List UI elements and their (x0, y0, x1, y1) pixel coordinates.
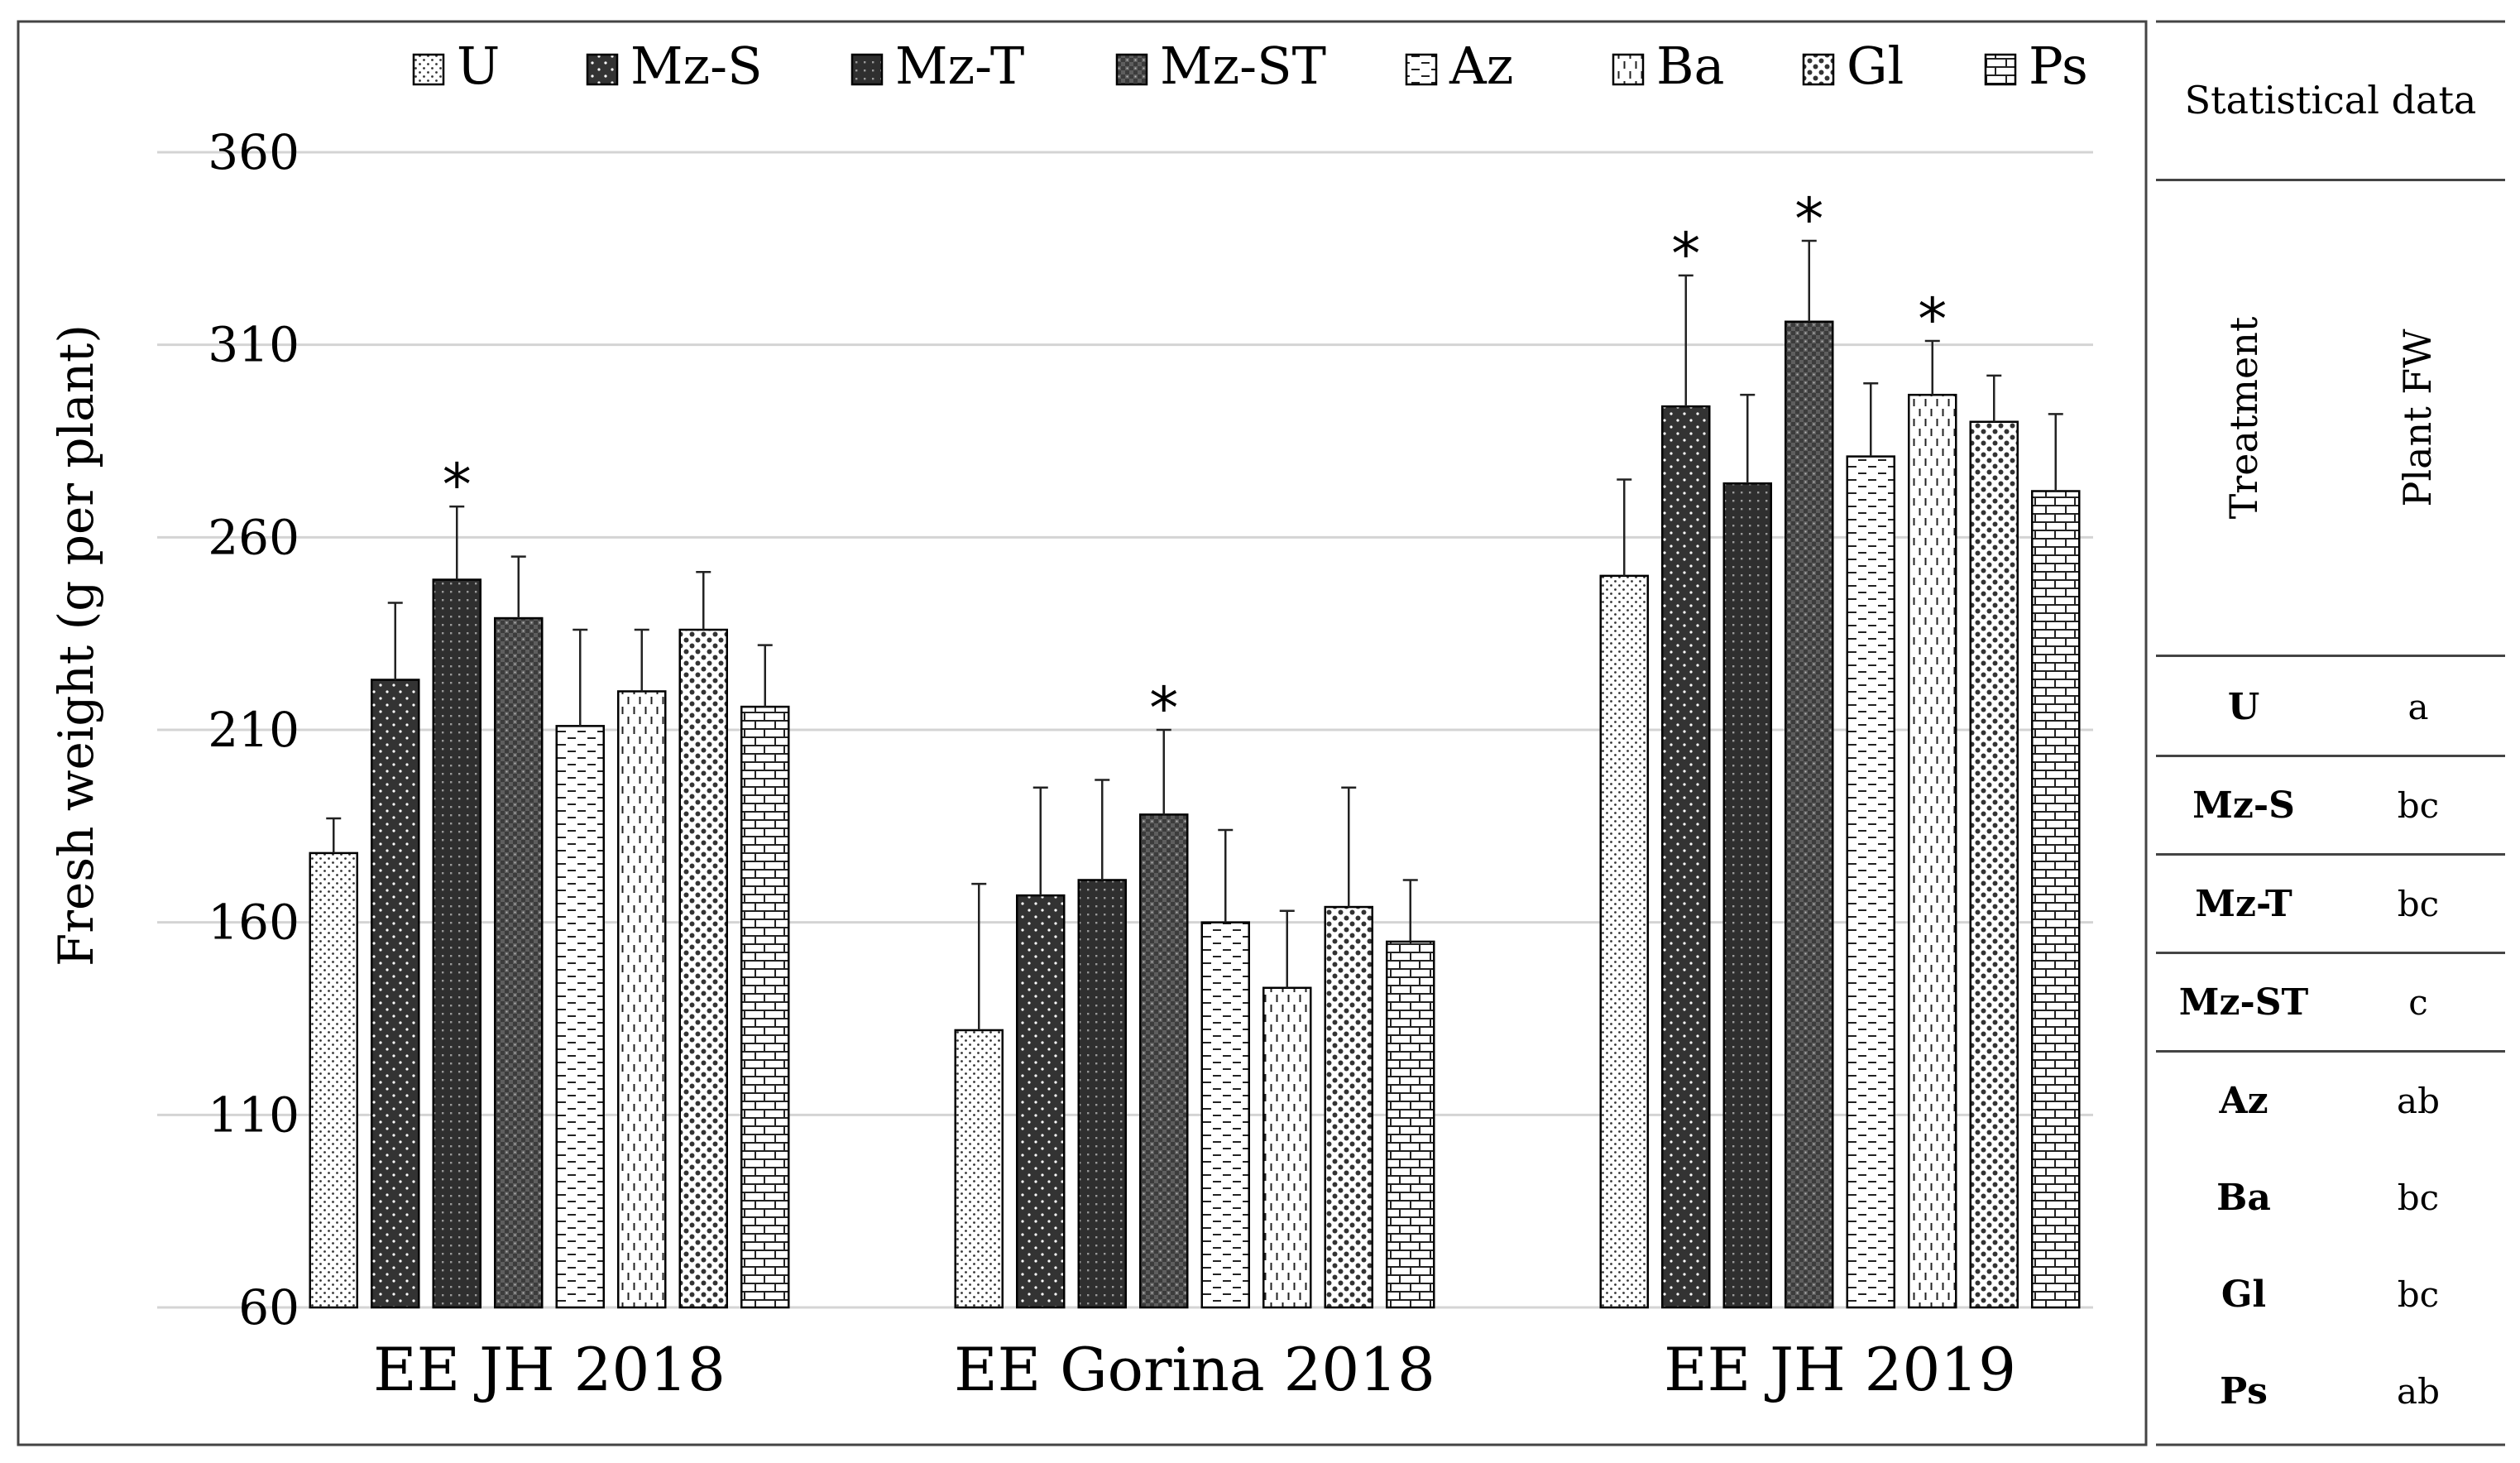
y-tick-label: 310 (208, 317, 299, 373)
bar (954, 1029, 1004, 1309)
bar (1262, 986, 1312, 1309)
legend-item: U (412, 36, 500, 96)
legend-label: Mz-T (895, 36, 1024, 96)
significance-marker: * (1149, 674, 1178, 742)
stats-row-letter: ab (2397, 1080, 2440, 1121)
stats-row-treatment: Ps (2220, 1369, 2268, 1413)
y-tick-label: 110 (208, 1086, 299, 1143)
bars: * * * * * (309, 185, 2081, 1309)
legend-label: Az (1449, 36, 1513, 96)
stats-row-letter: ab (2397, 1370, 2440, 1412)
x-category-label: EE JH 2019 (1664, 1335, 2016, 1404)
stats-row: Ps ab (2156, 1343, 2505, 1439)
legend-swatch (1612, 53, 1645, 86)
stats-row: Mz-ST c (2156, 954, 2505, 1053)
stats-row-letter: bc (2397, 883, 2440, 924)
legend-swatch (1984, 53, 2017, 86)
bar (1908, 393, 1957, 1309)
x-category-label: EE JH 2018 (373, 1335, 726, 1404)
x-category-label: EE Gorina 2018 (954, 1335, 1435, 1404)
bar (2031, 490, 2081, 1309)
legend-item: Mz-S (586, 36, 763, 96)
legend-item: Mz-T (850, 36, 1024, 96)
stats-row-letter: a (2407, 686, 2429, 727)
bar (740, 705, 790, 1309)
y-tick-label: 260 (208, 509, 299, 565)
stats-row-letter: bc (2397, 1177, 2440, 1218)
stats-row-treatment: Ba (2216, 1176, 2271, 1219)
stats-row-letter: bc (2397, 784, 2440, 826)
y-tick-label: 360 (208, 124, 299, 180)
bar (1722, 482, 1772, 1309)
bar (555, 725, 605, 1309)
bar (371, 679, 420, 1309)
legend-label: Ba (1656, 36, 1725, 96)
legend-swatch (850, 53, 884, 86)
stats-row: Ba bc (2156, 1149, 2505, 1245)
y-tick-label: 160 (208, 895, 299, 951)
legend-swatch (1405, 53, 1438, 86)
figure-frame (17, 20, 2148, 1446)
bar (1785, 320, 1834, 1309)
stats-row-letter: c (2408, 981, 2428, 1023)
legend-label: Mz-ST (1160, 36, 1326, 96)
y-tick-label: 210 (208, 702, 299, 758)
bar (1324, 905, 1373, 1309)
stats-row-treatment: Mz-ST (2178, 981, 2309, 1024)
bar (1200, 921, 1250, 1309)
legend-label: Gl (1847, 36, 1904, 96)
stats-table-title: Statistical data (2156, 22, 2505, 181)
stats-row: Mz-T bc (2156, 856, 2505, 954)
y-tick-label: 60 (238, 1279, 299, 1336)
significance-marker: * (1671, 220, 1700, 288)
y-tick-labels: 60 110 160 210 260 310 360 (208, 124, 299, 1336)
significance-marker: * (1794, 185, 1823, 253)
stats-row: Gl bc (2156, 1246, 2505, 1342)
stats-row: U a (2156, 659, 2505, 757)
bar (1139, 813, 1189, 1309)
legend: U Mz-S Mz-T Mz-ST Az Ba Gl Ps (412, 36, 2088, 96)
legend-label: U (457, 36, 500, 96)
legend-label: Mz-S (630, 36, 763, 96)
stats-row-letter: bc (2397, 1274, 2440, 1315)
stats-col-plant-fw: Plant FW (2395, 329, 2440, 507)
stats-table: Statistical data Treatment Plant FW U a … (2156, 22, 2505, 1446)
stats-table-header: Treatment Plant FW (2156, 181, 2505, 657)
stats-row: Mz-S bc (2156, 757, 2505, 856)
bar (678, 628, 728, 1309)
bar (1969, 420, 2019, 1309)
stats-row-treatment: Mz-T (2195, 882, 2292, 925)
legend-label: Ps (2029, 36, 2088, 96)
legend-swatch (412, 53, 445, 86)
stats-row-treatment: Gl (2221, 1273, 2267, 1316)
legend-item: Mz-ST (1115, 36, 1326, 96)
significance-marker: * (443, 451, 472, 519)
x-category-labels: EE JH 2018 EE Gorina 2018 EE JH 2019 (373, 1335, 2016, 1404)
bar (494, 616, 544, 1309)
bar (432, 578, 481, 1309)
bar (1846, 455, 1895, 1309)
significance-marker: * (1918, 285, 1947, 353)
stats-row-treatment: U (2227, 685, 2260, 728)
bar (1016, 894, 1066, 1309)
legend-item: Ba (1612, 36, 1725, 96)
legend-item: Az (1405, 36, 1513, 96)
bar (1386, 940, 1435, 1309)
legend-swatch (586, 53, 619, 86)
y-axis-label: Fresh weight (g per plant) (48, 324, 104, 967)
legend-item: Gl (1802, 36, 1904, 96)
bar (1599, 574, 1649, 1309)
bar (309, 851, 358, 1309)
stats-row-treatment: Mz-S (2192, 784, 2295, 827)
legend-item: Ps (1984, 36, 2088, 96)
stats-row: Az ab (2156, 1053, 2505, 1149)
bar (617, 690, 667, 1309)
bar (1661, 405, 1711, 1309)
stats-row-treatment: Az (2219, 1079, 2268, 1122)
stats-col-treatment: Treatment (2221, 316, 2266, 520)
bar (1077, 879, 1127, 1309)
legend-swatch (1115, 53, 1148, 86)
legend-swatch (1802, 53, 1835, 86)
